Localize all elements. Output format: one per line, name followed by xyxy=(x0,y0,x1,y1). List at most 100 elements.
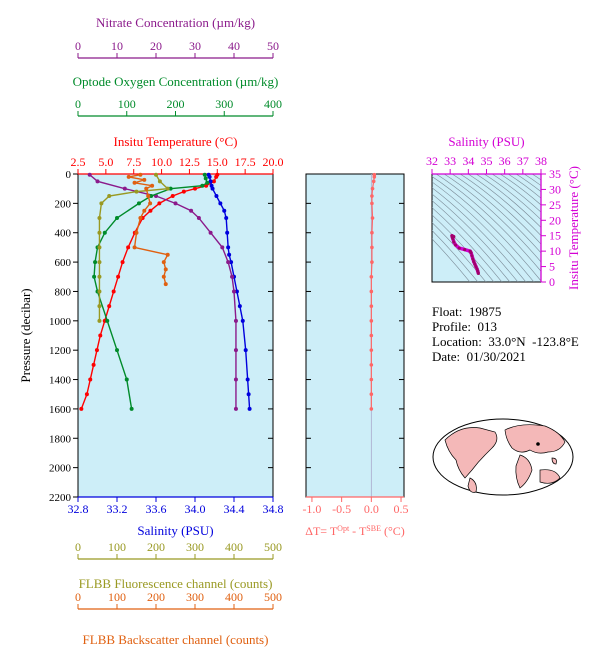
nitrate-axis-label: Nitrate Concentration (µm/kg) xyxy=(96,15,255,30)
temperature-point xyxy=(211,179,216,184)
temperature-tick-label: 17.5 xyxy=(235,155,256,169)
salinity-point xyxy=(224,216,229,221)
pressure-tick-label: 2200 xyxy=(49,492,72,504)
salinity-point xyxy=(207,174,212,179)
temperature-tick-label: 12.5 xyxy=(179,155,200,169)
backscatter-point xyxy=(142,177,147,182)
map-landmass xyxy=(444,427,498,479)
map-landmass xyxy=(539,469,561,484)
delta-t-point xyxy=(370,194,374,198)
ts-contour xyxy=(432,207,503,282)
ts-contour xyxy=(432,238,471,282)
float-location-marker xyxy=(536,442,540,446)
salinity-tick-label: 34.0 xyxy=(185,502,206,516)
salinity-point xyxy=(210,186,215,191)
salinity-point xyxy=(243,348,248,353)
backscatter-point xyxy=(144,186,149,191)
nitrate-point xyxy=(226,260,231,265)
salinity-point xyxy=(237,304,242,309)
ts-ytick-label: 20 xyxy=(549,213,561,227)
delta-t-point xyxy=(369,348,374,352)
ts-contour xyxy=(459,174,541,245)
nitrate-point xyxy=(233,348,238,353)
delta-t-label-part: - T xyxy=(349,524,367,538)
delta-t-point xyxy=(371,179,376,184)
delta-t-label-part: SBE xyxy=(366,524,381,533)
pressure-tick-label: 600 xyxy=(55,257,72,269)
ts-contour xyxy=(523,174,541,186)
backscatter-tick-label: 500 xyxy=(264,590,282,604)
pressure-tick-label: 1800 xyxy=(49,433,72,445)
temperature-point xyxy=(214,174,219,179)
ts-point xyxy=(474,264,478,269)
ts-point xyxy=(457,246,461,250)
world-map xyxy=(432,418,574,496)
oxygen-tick-label: 400 xyxy=(264,97,282,111)
temperature-tick-label: 2.5 xyxy=(71,155,86,169)
fluorescence-tick-label: 0 xyxy=(75,540,81,554)
backscatter-point xyxy=(134,230,139,235)
temperature-tick-label: 20.0 xyxy=(263,155,284,169)
nitrate-point xyxy=(232,289,236,294)
salinity-point xyxy=(226,245,231,250)
fluorescence-point xyxy=(107,194,112,199)
temperature-tick-label: 10.0 xyxy=(151,155,172,169)
ts-panel xyxy=(431,173,542,283)
delta-t-label-part: Opt xyxy=(337,524,350,533)
ts-ytick-label: 35 xyxy=(549,167,561,181)
temperature-point xyxy=(148,208,153,213)
map-landmass xyxy=(504,424,566,454)
salinity-point xyxy=(208,179,213,184)
ts-contour xyxy=(451,174,541,254)
ts-point xyxy=(475,267,479,271)
backscatter-point xyxy=(165,252,170,257)
backscatter-point xyxy=(163,282,168,287)
pressure-tick-label: 0 xyxy=(66,169,72,181)
ts-contour xyxy=(467,174,541,237)
delta-t-axis-label: ΔT= TOpt - TSBE (°C) xyxy=(305,524,405,539)
ts-point xyxy=(472,260,476,264)
delta-t-tick-label: -1.0 xyxy=(302,502,321,516)
delta-t-point xyxy=(369,377,374,382)
fluorescence-tick-label: 200 xyxy=(147,540,165,554)
oxygen-point xyxy=(203,176,208,181)
ts-contour xyxy=(483,174,541,221)
salinity-point xyxy=(225,230,230,235)
oxygen-tick-label: 300 xyxy=(215,97,233,111)
oxygen-point xyxy=(105,318,110,323)
ts-ytick-label: 30 xyxy=(549,182,561,196)
backscatter-point xyxy=(150,183,155,188)
temperature-point xyxy=(107,304,112,309)
delta-t-point xyxy=(369,304,374,308)
fluorescence-point xyxy=(97,216,102,221)
delta-t-tick-label: 0.0 xyxy=(364,502,379,516)
salinity-axis-label: Salinity (PSU) xyxy=(137,523,213,538)
temperature-tick-label: 15.0 xyxy=(207,155,228,169)
ts-point xyxy=(452,235,456,239)
ts-xtick-label: 35 xyxy=(481,154,493,168)
nitrate-point xyxy=(87,172,92,177)
salinity-point xyxy=(229,260,234,265)
map-landmass xyxy=(551,457,557,465)
nitrate-point xyxy=(233,377,238,382)
delta-t-point xyxy=(370,186,375,191)
ts-density-contours xyxy=(432,174,541,282)
ts-contour xyxy=(515,174,541,193)
fluorescence-point xyxy=(97,318,102,323)
delta-t-tick-label: 0.5 xyxy=(394,502,409,516)
backscatter-point xyxy=(126,174,131,179)
nitrate-point xyxy=(230,274,235,279)
oxygen-point xyxy=(136,201,141,206)
date: Date: 01/30/2021 xyxy=(432,349,526,364)
nitrate-tick-label: 40 xyxy=(228,39,240,53)
ts-point xyxy=(473,262,477,266)
delta-t-point xyxy=(369,392,374,397)
delta-t-point xyxy=(369,363,374,367)
salinity-point xyxy=(240,318,245,323)
temperature-tick-label: 7.5 xyxy=(126,155,141,169)
temperature-point xyxy=(181,189,186,194)
ts-ytick-label: 15 xyxy=(549,229,561,243)
fluorescence-point xyxy=(97,260,102,265)
backscatter-tick-label: 0 xyxy=(75,590,81,604)
